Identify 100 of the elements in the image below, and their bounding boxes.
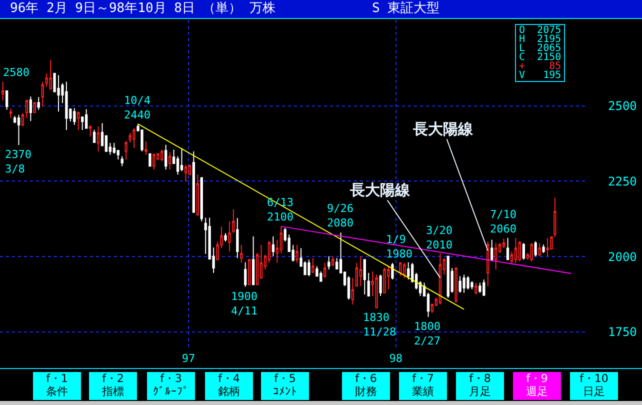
candlestick: [454, 268, 458, 304]
candlestick: [5, 90, 8, 110]
candlestick: [391, 262, 394, 280]
candlestick: [530, 242, 533, 262]
candlestick: [144, 140, 148, 156]
candlestick: [232, 208, 235, 234]
candlestick: [85, 108, 88, 129]
candlestick: [57, 74, 60, 112]
candlestick: [403, 262, 406, 278]
text: f・3 ｸﾞﾙｰﾌﾟ: [147, 372, 195, 400]
candlestick: [328, 256, 330, 270]
candlestick: [546, 237, 549, 257]
candlestick: [240, 244, 243, 264]
candlestick: [359, 256, 362, 287]
annotation: 1/9 1980: [386, 233, 412, 260]
candlestick: [407, 262, 410, 280]
annotation: 1800 2/27: [414, 320, 440, 348]
candlestick: [124, 140, 128, 160]
candlestick: [324, 262, 326, 278]
candlestick: [351, 277, 354, 305]
candlestick: [387, 266, 390, 290]
candlestick: [383, 267, 386, 294]
chart-subtitle: S 東証大型: [372, 0, 440, 18]
candlestick: [37, 96, 40, 110]
candlestick: [228, 220, 231, 252]
candlestick: [244, 262, 247, 288]
candlestick: [132, 128, 136, 149]
candlestick: [200, 176, 203, 222]
candlestick: [379, 274, 382, 297]
candlestick: [192, 150, 196, 214]
y-tick-label: 2250: [608, 174, 637, 188]
text: f・1 条件: [33, 372, 81, 400]
candlestick: [65, 81, 68, 130]
candlestick: [49, 60, 52, 90]
annotation: 長大陽線: [349, 181, 411, 199]
candlestick: [518, 240, 522, 262]
text: f・2 指標: [89, 372, 137, 400]
annotation: 10/4 2440: [124, 94, 151, 122]
annotation: O 2075 H 2195 L 2065 C 2150 + 85 V 195: [519, 25, 562, 81]
candlestick: [538, 242, 541, 257]
annotation: 2580: [3, 66, 30, 79]
text: f・10 日足: [570, 372, 618, 400]
y-tick-label: 2500: [608, 99, 637, 114]
candlestick: [224, 232, 227, 242]
candlestick: [347, 276, 350, 300]
text: f・6 財務: [342, 372, 390, 400]
candlestick: [41, 81, 44, 107]
candlestick: [17, 114, 20, 146]
candlestick: [312, 258, 314, 274]
x-tick-label: 97: [182, 352, 196, 365]
candlestick: [458, 276, 462, 294]
candlestick: [77, 111, 80, 130]
candlestick: [21, 112, 24, 127]
candlestick: [152, 153, 156, 170]
candlestick: [164, 144, 168, 170]
candlestick: [542, 244, 545, 254]
candlestick: [120, 156, 124, 167]
candlestick: [184, 164, 188, 182]
text: f・7 業績: [399, 372, 447, 400]
candlestick: [506, 237, 510, 260]
text: f・4 銘柄: [205, 372, 253, 400]
candlestick: [252, 236, 255, 286]
candlestick: [331, 256, 334, 267]
candlestick: [196, 174, 199, 216]
candlestick: [466, 276, 470, 290]
candlestick: [399, 262, 402, 277]
candlestick: [92, 129, 96, 144]
text: f・5 ｺﾒﾝﾄ: [261, 372, 309, 400]
candlestick: [29, 96, 32, 122]
candlestick: [490, 239, 494, 262]
candlestick: [88, 126, 92, 137]
text: f・9 週足: [513, 372, 561, 400]
candlestick: [514, 237, 518, 264]
candlestick: [502, 238, 506, 249]
annotation: 2370 3/8: [5, 148, 32, 176]
candlestick: [486, 241, 490, 287]
candlestick: [375, 274, 378, 308]
candlestick: [160, 149, 164, 162]
candlestick: [248, 259, 251, 286]
candlestick: [296, 244, 298, 264]
annotation: 1900 4/11: [231, 290, 258, 318]
annotation: 7/10 2060: [490, 208, 516, 236]
candlestick: [272, 236, 275, 257]
candlestick: [33, 102, 36, 114]
y-tick-label: 2000: [608, 250, 637, 264]
candlestick: [522, 242, 525, 260]
candlestick: [494, 242, 498, 270]
candlestick: [168, 152, 172, 170]
candlestick: [474, 282, 478, 296]
candlestick: [367, 272, 370, 297]
candlestick: [446, 256, 450, 298]
candlestick: [236, 218, 239, 259]
candlestick: [25, 99, 28, 118]
annotation: 1830 11/28: [363, 311, 396, 338]
y-tick-label: 1750: [608, 325, 637, 340]
chart-title: 96年 2月 9日～98年10月 8日 （単） 万株: [10, 0, 276, 18]
candlestick: [478, 282, 482, 294]
candlestick: [73, 108, 76, 126]
annotation: 9/26 2080: [327, 202, 354, 230]
candlestick: [180, 148, 184, 172]
